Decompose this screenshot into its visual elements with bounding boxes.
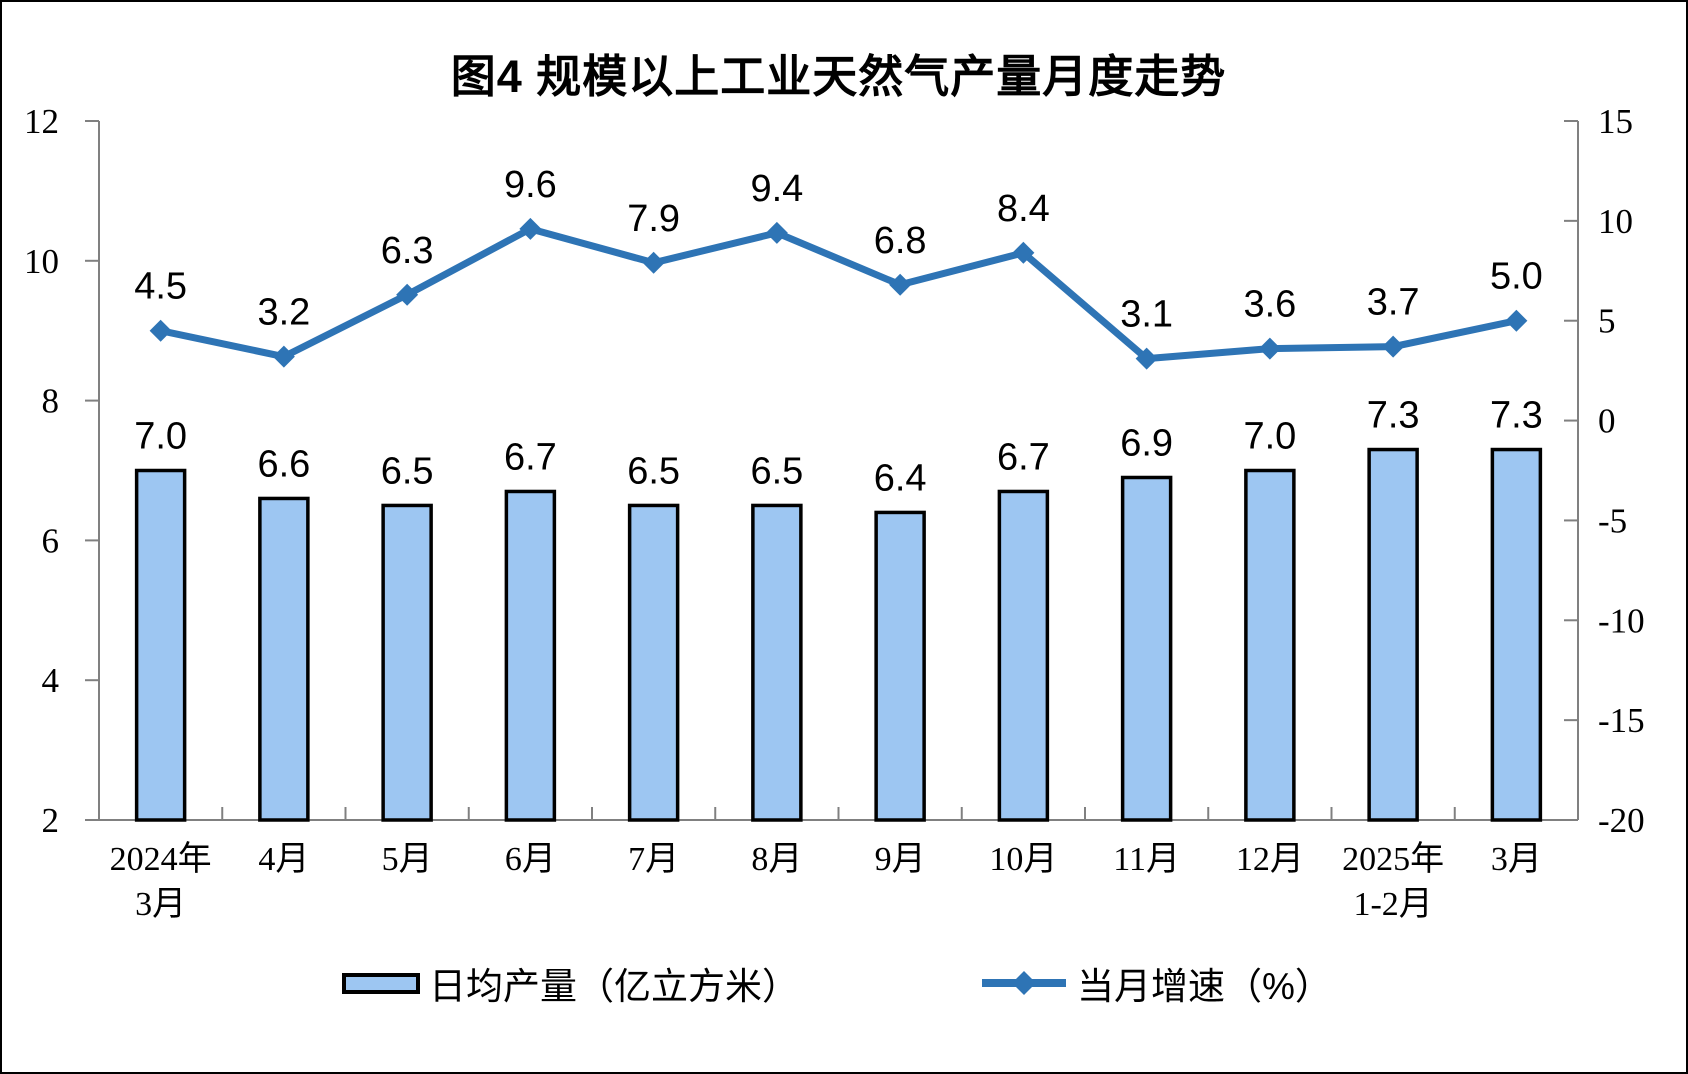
- line-value-label: 3.2: [257, 292, 310, 334]
- line-value-label: 4.5: [134, 266, 187, 308]
- legend-item-line: 当月增速（%）: [980, 958, 1332, 1008]
- x-category-label: 10月: [989, 841, 1057, 878]
- chart-title: 图4 规模以上工业天然气产量月度走势: [450, 51, 1227, 102]
- x-category-label: 7月: [628, 841, 679, 878]
- bar-value-label: 7.3: [1367, 395, 1420, 437]
- right-axis-tick-label: -15: [1598, 701, 1645, 740]
- bar: [874, 510, 926, 822]
- bar-value-label: 6.5: [627, 450, 680, 492]
- line-value-label: 6.3: [381, 230, 434, 272]
- line-value-label: 6.8: [874, 220, 927, 262]
- right-axis-tick-label: 0: [1598, 402, 1616, 441]
- diamond-marker: [1382, 335, 1405, 358]
- diamond-marker: [1135, 347, 1158, 370]
- left-axis-tick-label: 4: [42, 661, 60, 700]
- bar: [1120, 475, 1173, 822]
- bar-value-label: 6.4: [874, 457, 927, 499]
- bar: [751, 503, 803, 822]
- line-value-label: 9.4: [750, 168, 803, 210]
- left-axis-tick-label: 6: [42, 521, 60, 560]
- diamond-marker: [519, 217, 542, 240]
- left-axis-tick-label: 8: [42, 382, 60, 421]
- bar: [1367, 447, 1419, 822]
- bar-value-label: 6.7: [997, 436, 1050, 478]
- line-value-label: 5.0: [1490, 256, 1543, 298]
- right-axis-tick-label: 5: [1598, 302, 1616, 341]
- bar: [258, 496, 310, 822]
- diamond-marker: [1012, 241, 1035, 264]
- bar-value-label: 6.5: [381, 450, 434, 492]
- diamond-marker: [396, 283, 419, 306]
- bar-value-label: 6.6: [257, 443, 310, 485]
- line-value-label: 3.1: [1120, 294, 1173, 336]
- left-axis-tick-label: 2: [42, 801, 60, 840]
- bar-value-label: 6.5: [750, 450, 803, 492]
- right-axis-tick-label: -5: [1598, 501, 1627, 540]
- bar-value-label: 6.9: [1120, 422, 1173, 464]
- bar: [627, 503, 680, 822]
- x-category-label: 12月: [1236, 841, 1304, 878]
- growth-line: [157, 225, 1520, 363]
- chart-legend: 日均产量（亿立方米） 当月增速（%）: [2, 958, 1686, 1018]
- x-category-label: 11月: [1113, 841, 1180, 878]
- x-category-label: 6月: [505, 841, 556, 878]
- diamond-marker: [765, 221, 788, 244]
- diamond-marker: [889, 273, 912, 296]
- x-category-label: 8月: [751, 841, 802, 878]
- legend-label-bar: 日均产量（亿立方米）: [429, 966, 799, 1007]
- line-value-label: 3.7: [1367, 282, 1420, 324]
- bar: [134, 468, 187, 822]
- left-axis-tick-label: 10: [24, 242, 59, 281]
- x-category-label: 4月: [258, 841, 309, 878]
- bar: [997, 489, 1050, 822]
- legend-label-line: 当月增速（%）: [1077, 966, 1332, 1007]
- bar-value-label: 7.3: [1490, 395, 1543, 437]
- legend-item-bar: 日均产量（亿立方米）: [342, 958, 799, 1008]
- bar-swatch-icon: [342, 972, 420, 994]
- line-diamond-swatch-icon: [982, 971, 1066, 995]
- bar: [381, 503, 433, 822]
- diamond-marker: [272, 345, 295, 368]
- right-axis-tick-label: -20: [1598, 801, 1645, 840]
- x-category-label: 5月: [382, 841, 433, 878]
- bar: [1490, 447, 1543, 822]
- line-value-label: 3.6: [1243, 284, 1296, 326]
- x-category-label: 2025年 1-2月: [1342, 840, 1444, 923]
- x-category-label: 3月: [1491, 841, 1542, 878]
- line-value-label: 7.9: [627, 198, 680, 240]
- diamond-marker: [642, 251, 665, 274]
- x-category-label: 2024年 3月: [110, 840, 212, 923]
- bar: [1244, 468, 1296, 822]
- line-value-label: 9.6: [504, 164, 557, 206]
- right-axis-tick-label: 10: [1598, 202, 1633, 241]
- left-axis-tick-label: 12: [24, 102, 59, 141]
- bar-value-label: 7.0: [134, 416, 187, 458]
- bar-value-label: 7.0: [1243, 416, 1296, 458]
- diamond-marker: [149, 319, 172, 342]
- line-value-label: 8.4: [997, 188, 1050, 230]
- diamond-marker: [1258, 337, 1281, 360]
- right-axis-tick-label: 15: [1598, 102, 1633, 141]
- bar: [504, 489, 557, 822]
- right-axis-tick-label: -10: [1598, 601, 1645, 640]
- x-category-label: 9月: [875, 841, 926, 878]
- diamond-marker: [1505, 309, 1528, 332]
- bar-value-label: 6.7: [504, 436, 557, 478]
